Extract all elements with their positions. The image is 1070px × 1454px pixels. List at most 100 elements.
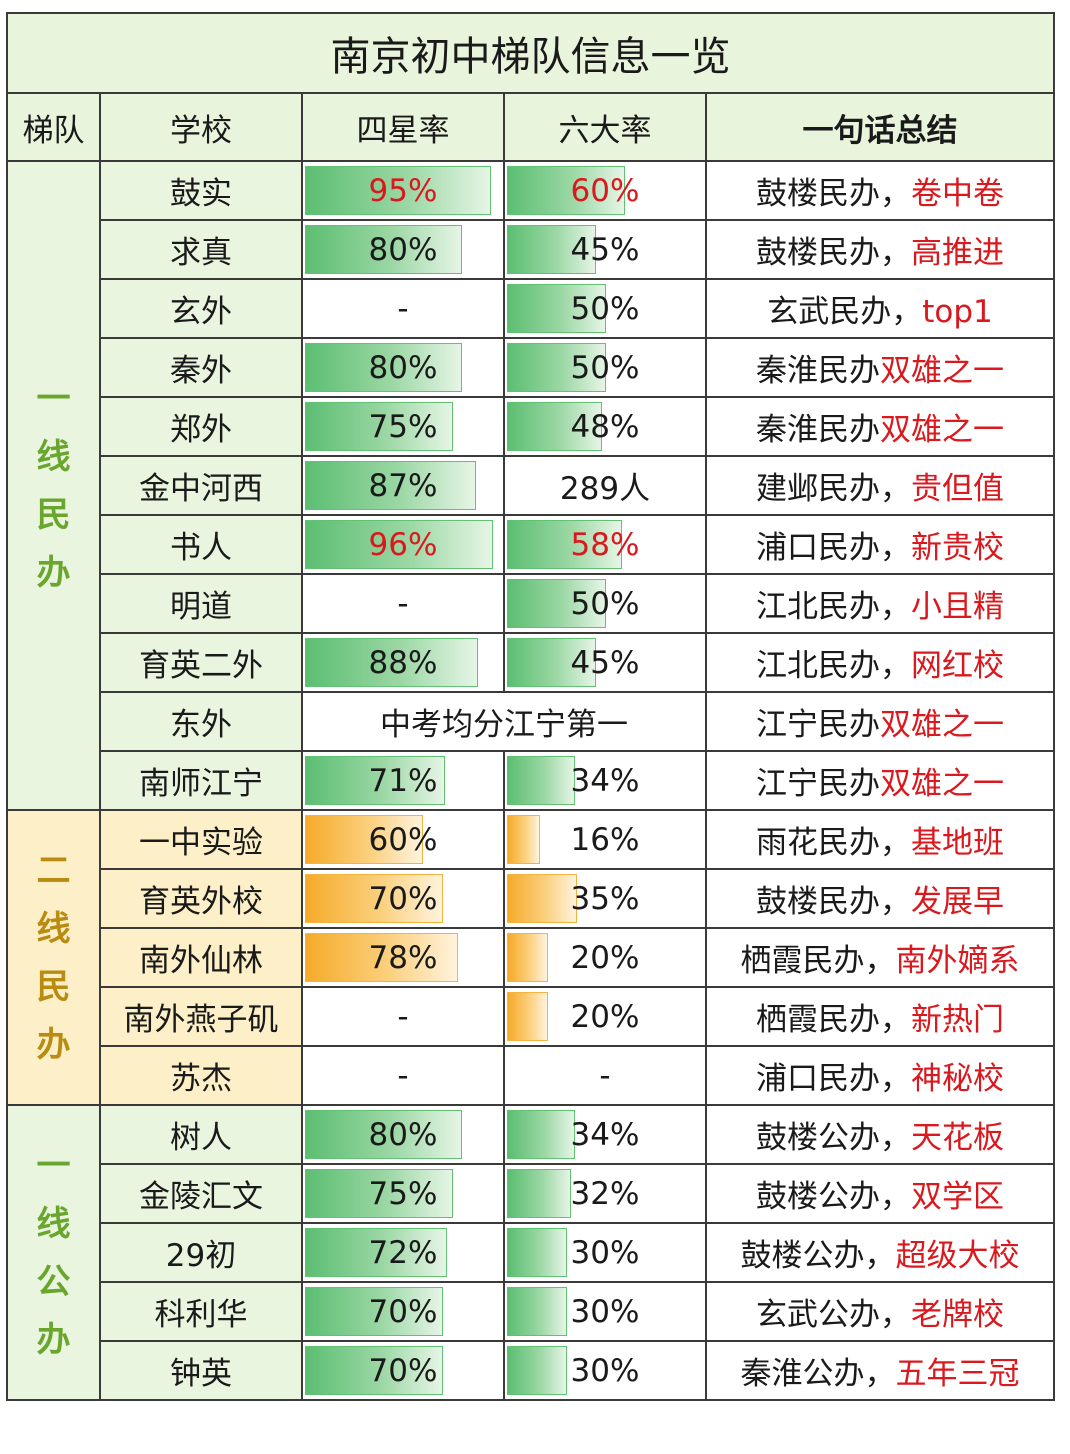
table-row: 玄外 - 50% 玄武民办，top1 [7,278,1055,339]
six-big-rate-value: 50% [570,585,640,622]
tier-label-text: 一线民办 [36,378,71,593]
four-star-rate-bar [305,933,458,982]
four-star-rate-value: 80% [368,349,438,386]
table-row: 一线公办树人 80% 34% 鼓楼公办，天花板 [6,1104,1055,1401]
six-big-rate: 48% [503,396,707,457]
six-big-rate-bar [507,1169,571,1218]
six-big-rate-value: 30% [570,1234,640,1271]
four-star-rate-value: 80% [368,1116,438,1153]
summary-prefix: 雨花民办， [756,825,911,861]
header-school: 学校 [99,92,303,162]
four-star-rate: 88% [301,632,505,693]
summary-prefix: 秦淮民办 [756,353,880,389]
four-star-rate: 71% [301,750,505,811]
school-name: 南师江宁 [99,750,303,811]
summary-prefix: 鼓楼民办， [756,176,911,212]
school-name: 科利华 [99,1281,303,1342]
six-big-rate-bar [507,579,606,628]
six-big-rate-value: 45% [570,644,640,681]
six-big-rate-bar [507,402,602,451]
summary-cell: 雨花民办，基地班 [705,809,1055,870]
summary-highlight: 双雄之一 [880,707,1004,743]
six-big-rate-value: 50% [570,290,640,327]
summary-cell: 玄武民办，top1 [705,278,1055,339]
summary-highlight: 卷中卷 [911,176,1004,212]
four-star-rate-bar [305,756,445,805]
four-star-rate: 75% [301,396,505,457]
summary-highlight: 网红校 [911,648,1004,684]
six-big-rate: 60% [503,160,707,221]
four-star-rate-bar [305,1110,462,1159]
four-star-rate-value: 88% [368,644,438,681]
summary-highlight: 神秘校 [911,1061,1004,1097]
four-star-rate-bar [305,1287,443,1336]
summary-prefix: 玄武公办， [756,1297,911,1333]
four-star-rate-value: - [397,998,409,1035]
table-row: 东外 中考均分江宁第一 江宁民办双雄之一 [7,691,1055,752]
six-big-rate-bar [507,1228,567,1277]
four-star-rate-value: 72% [368,1234,438,1271]
header-summary: 一句话总结 [705,92,1055,162]
table-row: 钟英 70% 30% 秦淮公办，五年三冠 [7,1340,1055,1401]
six-big-rate: 34% [503,750,707,811]
six-big-rate: 50% [503,278,707,339]
table-row: 金陵汇文 75% 32% 鼓楼公办，双学区 [7,1163,1055,1224]
four-star-rate: 96% [301,514,505,575]
summary-cell: 栖霞民办，新热门 [705,986,1055,1047]
four-star-rate: - [301,986,505,1047]
six-big-rate: 30% [503,1281,707,1342]
four-star-rate-value: 80% [368,231,438,268]
summary-highlight: 发展早 [911,884,1004,920]
table-row: 29初 72% 30% 鼓楼公办，超级大校 [7,1222,1055,1283]
tier-label: 二线民办 [6,809,101,1106]
summary-prefix: 江宁民办 [756,766,880,802]
six-big-rate-bar [507,1110,575,1159]
six-big-rate: 30% [503,1222,707,1283]
summary-highlight: 双学区 [911,1179,1004,1215]
four-star-rate-value: 75% [368,1175,438,1212]
header-row: 梯队 学校 四星率 六大率 一句话总结 [6,92,1055,162]
six-big-rate-value: 20% [570,998,640,1035]
school-name: 南外燕子矶 [99,986,303,1047]
summary-prefix: 江北民办， [756,648,911,684]
summary-prefix: 浦口民办， [756,1061,911,1097]
summary-cell: 江北民办，网红校 [705,632,1055,693]
summary-prefix: 栖霞民办， [740,943,896,979]
table-row: 南外燕子矶 - 20% 栖霞民办，新热门 [7,986,1055,1047]
school-name: 鼓实 [99,160,303,221]
six-big-rate-bar [507,992,548,1041]
tier-table-sheet: 南京初中梯队信息一览 梯队 学校 四星率 六大率 一句话总结 一线民办 鼓实 95%… [6,12,1055,1401]
six-big-rate: 50% [503,573,707,634]
school-name: 树人 [99,1104,303,1165]
four-star-rate-bar [305,343,462,392]
four-star-rate: 70% [301,1340,505,1401]
summary-highlight: 基地班 [911,825,1004,861]
school-name: 钟英 [99,1340,303,1401]
six-big-rate-bar [507,225,596,274]
six-big-rate-bar [507,815,540,864]
six-big-rate: 16% [503,809,707,870]
six-big-rate: 20% [503,986,707,1047]
school-name: 东外 [99,691,303,752]
six-big-rate-bar [507,343,606,392]
header-tier: 梯队 [6,92,101,162]
summary-highlight: 新热门 [911,1002,1004,1038]
four-star-rate: 75% [301,1163,505,1224]
six-big-rate-value: 50% [570,349,640,386]
school-tier-table: 南京初中梯队信息一览 梯队 学校 四星率 六大率 一句话总结 一线民办 鼓实 95%… [6,12,1055,1401]
six-big-rate-value: 30% [570,1293,640,1330]
four-star-rate: 72% [301,1222,505,1283]
table-row: 南外仙林 78% 20% 栖霞民办，南外嫡系 [7,927,1055,988]
table-row: 南师江宁 71% 34% 江宁民办双雄之一 [7,750,1055,811]
six-big-rate-bar [507,284,606,333]
four-star-rate: 70% [301,868,505,929]
summary-prefix: 秦淮民办 [756,412,880,448]
six-big-rate-bar [507,520,622,569]
summary-highlight: 南外嫡系 [895,943,1020,979]
six-big-rate-bar [507,756,575,805]
school-name: 秦外 [99,337,303,398]
four-star-rate-value: 78% [368,939,438,976]
six-big-rate-value: 34% [570,1116,640,1153]
four-star-rate-value: 87% [368,467,438,504]
six-big-rate: 58% [503,514,707,575]
